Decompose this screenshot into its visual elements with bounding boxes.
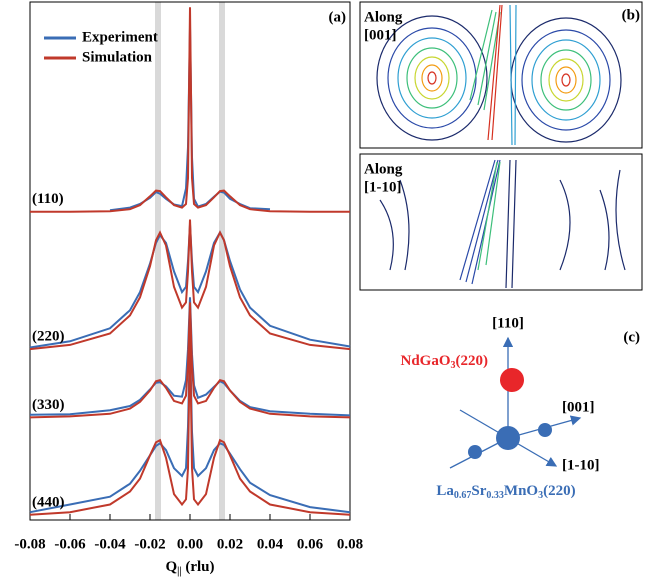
- panel-label: (a): [329, 9, 347, 25]
- satellite-peak: [468, 445, 482, 459]
- map-label: Along: [364, 9, 403, 25]
- x-tick-label: 0.08: [337, 536, 363, 552]
- contour-map: [376, 4, 626, 289]
- legend-label: Simulation: [82, 49, 153, 65]
- x-axis-label: Q|| (rlu): [166, 559, 215, 577]
- satellite-peak: [538, 423, 552, 437]
- axis-label: [1-10]: [562, 457, 600, 473]
- curve-label: (220): [32, 328, 65, 344]
- x-tick-label: 0.06: [297, 536, 324, 552]
- data-line: [29, 302, 351, 419]
- x-tick-label: 0.04: [257, 536, 284, 552]
- curve-label: (440): [32, 494, 65, 510]
- x-tick-label: -0.06: [54, 536, 86, 552]
- x-tick-label: -0.08: [14, 536, 45, 552]
- highlight-band: [155, 2, 161, 520]
- substrate-peak: [500, 368, 524, 392]
- highlight-band: [219, 2, 225, 520]
- axis-label: [110]: [492, 315, 524, 331]
- map-frame: [359, 153, 643, 291]
- panel-label: (c): [623, 329, 640, 345]
- legend-label: Experiment: [82, 29, 158, 45]
- curve-label: (330): [32, 397, 65, 413]
- film-label: La0.67Sr0.33MnO3(220): [436, 483, 575, 501]
- film-peak: [496, 426, 520, 450]
- panel-a: -0.08 -0.06 -0.04 -0.02 0.00 0.02 0.04 0.06 0.08…: [14, 1, 363, 577]
- x-tick-label: -0.04: [94, 536, 126, 552]
- map-label: [1-10]: [364, 179, 402, 195]
- x-tick-label: -0.02: [134, 536, 165, 552]
- panel-b: Along [001] Along [1-10] (b): [359, 1, 643, 291]
- x-tick-label: 0.02: [217, 536, 243, 552]
- data-line: [29, 333, 351, 516]
- map-label: [001]: [364, 27, 397, 43]
- x-tick-label: 0.00: [177, 536, 203, 552]
- data-line: [30, 7, 350, 213]
- map-label: Along: [364, 161, 403, 177]
- panel-label: (b): [622, 7, 640, 23]
- substrate-label: NdGaO3(220): [400, 353, 488, 371]
- curve-label: (110): [32, 191, 64, 207]
- data-line: [29, 219, 351, 351]
- axis-label: [001]: [562, 399, 595, 415]
- panel-c: [110] [001] [1-10] (c) NdGaO3(220) La0.6…: [400, 315, 640, 501]
